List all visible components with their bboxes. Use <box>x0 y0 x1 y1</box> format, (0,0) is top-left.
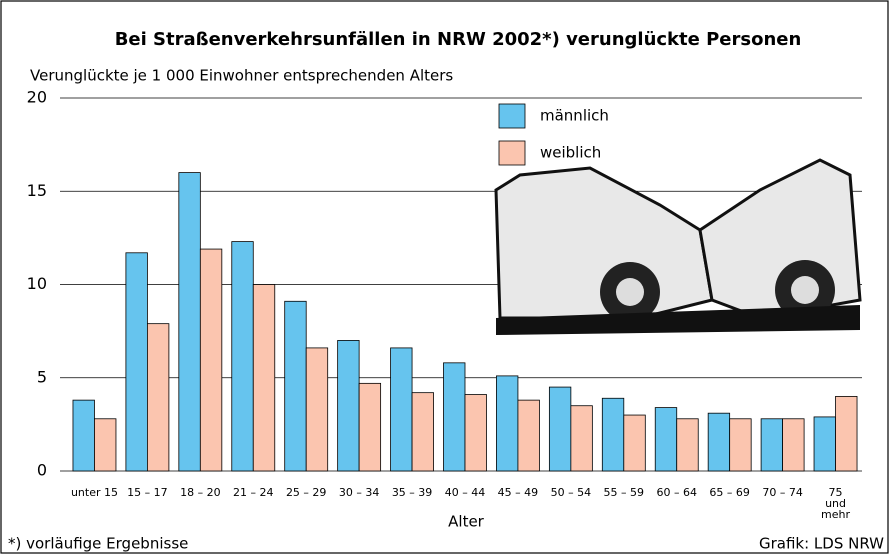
bar <box>730 419 752 471</box>
bar <box>836 396 858 471</box>
x-tick-label: 50 – 54 <box>551 486 592 499</box>
x-tick-label: 65 – 69 <box>709 486 750 499</box>
bar <box>147 324 169 471</box>
subtitle: Verunglückte je 1 000 Einwohner entsprec… <box>30 67 453 85</box>
legend-swatch <box>499 141 525 165</box>
bar <box>126 253 147 471</box>
x-tick-label: 25 – 29 <box>286 486 327 499</box>
bar <box>285 301 307 471</box>
bar <box>465 395 487 471</box>
x-tick-label: 45 – 49 <box>498 486 539 499</box>
x-tick-label: 60 – 64 <box>656 486 697 499</box>
chart-title: Bei Straßenverkehrsunfällen in NRW 2002*… <box>115 29 802 50</box>
x-tick-label: 30 – 34 <box>339 486 380 499</box>
y-tick-label: 15 <box>27 181 47 200</box>
x-tick-label: unter 15 <box>71 486 118 499</box>
bar <box>549 387 571 471</box>
bar <box>359 383 381 471</box>
legend-label: männlich <box>540 107 609 125</box>
bar <box>518 400 540 471</box>
source: Grafik: LDS NRW <box>759 535 884 553</box>
legend-swatch <box>499 104 525 128</box>
y-tick-label: 5 <box>37 367 47 386</box>
x-tick-label: 18 – 20 <box>180 486 221 499</box>
x-tick-label: 35 – 39 <box>392 486 433 499</box>
bar <box>94 419 116 471</box>
x-tick-label: 15 – 17 <box>127 486 168 499</box>
legend-label: weiblich <box>540 144 601 162</box>
bar <box>444 363 466 471</box>
bar <box>73 400 95 471</box>
y-tick-label: 20 <box>27 88 47 107</box>
x-tick-label: 21 – 24 <box>233 486 274 499</box>
bar <box>677 419 699 471</box>
bar <box>306 348 328 471</box>
bar <box>571 406 593 471</box>
x-tick-label: 70 – 74 <box>762 486 803 499</box>
bar <box>814 417 836 471</box>
bar <box>338 340 360 471</box>
bar <box>179 173 201 471</box>
bar <box>253 285 275 472</box>
bar <box>412 393 434 471</box>
bar <box>655 408 677 471</box>
bar <box>602 398 624 471</box>
y-tick-label: 10 <box>27 274 47 293</box>
chart: Bei Straßenverkehrsunfällen in NRW 2002*… <box>0 0 890 554</box>
footnote: *) vorläufige Ergebnisse <box>8 535 188 553</box>
x-tick-label: 40 – 44 <box>445 486 486 499</box>
x-axis-label: Alter <box>448 513 485 531</box>
bar <box>761 419 783 471</box>
bar <box>708 413 730 471</box>
bar <box>391 348 413 471</box>
y-tick-label: 0 <box>37 461 47 480</box>
bar <box>496 376 518 471</box>
bar <box>624 415 646 471</box>
bar <box>232 242 254 471</box>
x-tick-label: 55 – 59 <box>604 486 645 499</box>
bar <box>783 419 805 471</box>
bar <box>200 249 222 471</box>
